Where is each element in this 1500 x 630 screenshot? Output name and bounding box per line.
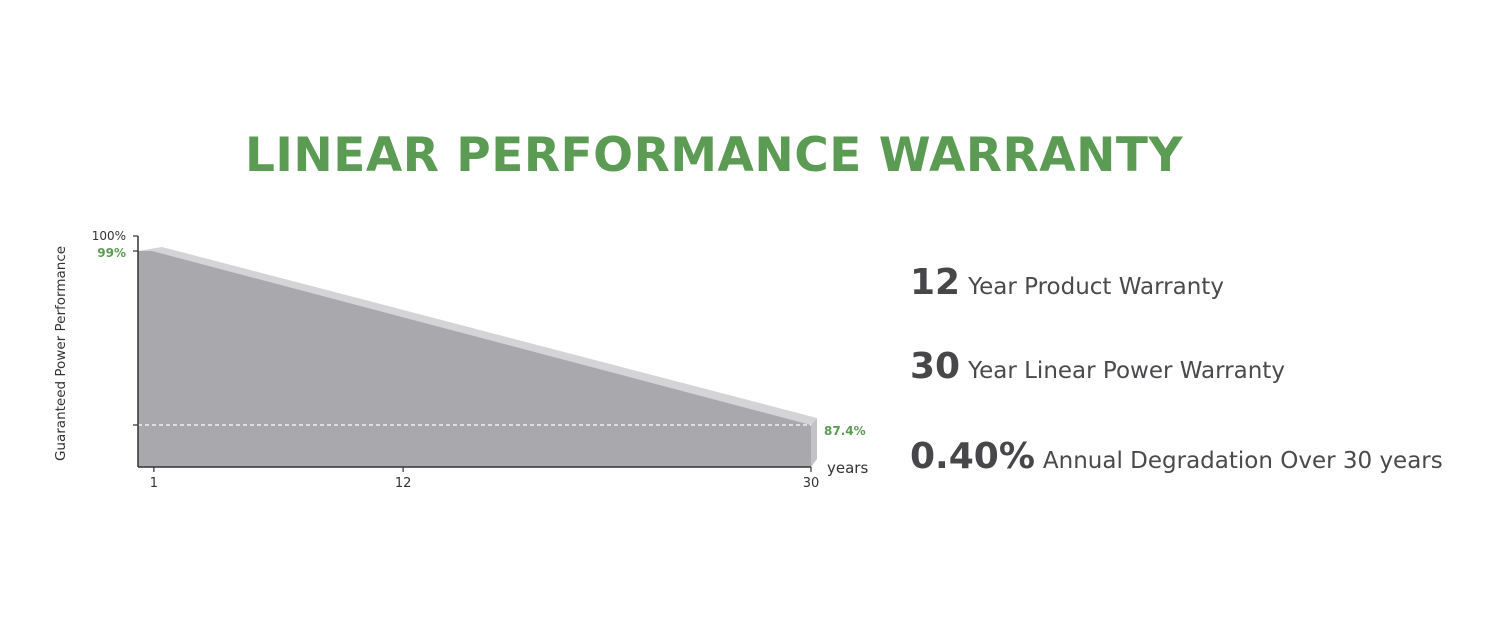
chart-area-group (138, 247, 817, 467)
annotation-end-value: 87.4% (824, 424, 866, 438)
stat-number: 30 (910, 346, 961, 387)
x-tick-label: 30 (803, 476, 820, 491)
stat-number: 12 (910, 262, 961, 303)
area-bevel-side (811, 418, 817, 467)
stat-text: Annual Degradation Over 30 years (1042, 448, 1443, 474)
stat-number: 0.40% (910, 436, 1035, 477)
area-fill (138, 251, 811, 467)
annotation-start-value: 99% (97, 246, 126, 260)
y-axis-label: Guaranteed Power Performance (53, 246, 69, 461)
x-tick-label: 1 (150, 476, 158, 491)
stat-power-warranty: 30 Year Linear Power Warranty (910, 346, 1285, 387)
chart-axes-group (133, 235, 812, 472)
stat-text: Year Product Warranty (968, 274, 1224, 300)
stat-product-warranty: 12 Year Product Warranty (910, 262, 1224, 303)
page-title: LINEAR PERFORMANCE WARRANTY (244, 128, 1184, 183)
chart-text-group: 1 12 30 100% 99% 87.4% years Guaranteed Power P… (53, 229, 868, 491)
stat-annual-degradation: 0.40% Annual Degradation Over 30 years (910, 436, 1443, 477)
x-axis-label: years (827, 459, 868, 477)
area-bevel-top (138, 247, 817, 425)
warranty-chart: 1 12 30 100% 99% 87.4% years Guaranteed Power P… (53, 229, 868, 491)
stat-text: Year Linear Power Warranty (968, 358, 1285, 384)
x-tick-label: 12 (395, 476, 412, 491)
y-tick-label: 100% (92, 229, 126, 243)
